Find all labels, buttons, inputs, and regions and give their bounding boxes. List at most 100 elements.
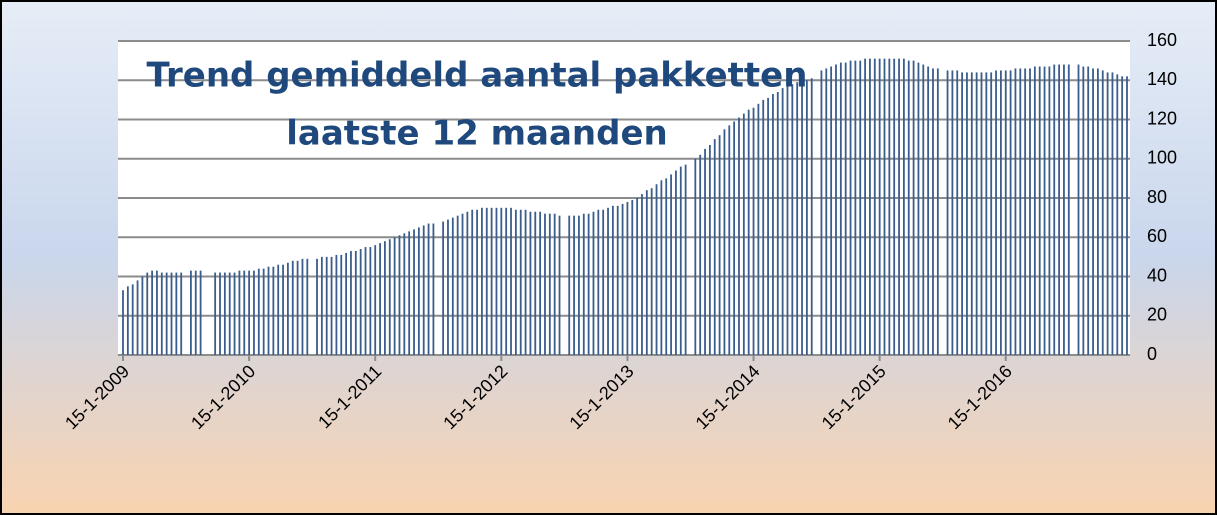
bar bbox=[985, 72, 988, 356]
bar bbox=[379, 243, 381, 355]
bar bbox=[529, 211, 532, 355]
bar bbox=[616, 205, 619, 355]
bar bbox=[568, 215, 571, 355]
bar bbox=[645, 190, 648, 355]
bar bbox=[699, 154, 702, 355]
bar bbox=[408, 231, 411, 355]
bar bbox=[364, 247, 367, 355]
bar bbox=[1033, 66, 1036, 355]
bar bbox=[936, 68, 939, 355]
bar bbox=[214, 272, 217, 355]
bar bbox=[287, 262, 289, 355]
bar bbox=[306, 258, 309, 355]
y-tick-label: 100 bbox=[1147, 148, 1177, 168]
bar bbox=[1024, 68, 1027, 355]
bar bbox=[641, 194, 643, 355]
bar bbox=[864, 58, 866, 355]
bar bbox=[728, 125, 731, 355]
bar bbox=[650, 188, 653, 355]
bar bbox=[961, 72, 963, 356]
bar bbox=[223, 272, 226, 355]
bar bbox=[190, 270, 192, 355]
bar bbox=[1126, 76, 1128, 355]
bar bbox=[607, 207, 609, 355]
bar bbox=[1053, 64, 1056, 356]
bar bbox=[917, 62, 920, 356]
bar bbox=[830, 66, 833, 355]
bar bbox=[670, 174, 672, 355]
bar bbox=[660, 180, 663, 355]
bar bbox=[611, 205, 614, 355]
bar bbox=[466, 211, 469, 355]
bar bbox=[495, 207, 498, 355]
bar bbox=[456, 215, 459, 355]
bar bbox=[243, 270, 246, 355]
y-tick-label: 60 bbox=[1147, 226, 1167, 246]
bar bbox=[781, 88, 784, 355]
bar bbox=[573, 215, 575, 355]
bar bbox=[1029, 68, 1031, 355]
bar bbox=[922, 64, 925, 356]
bar bbox=[1077, 64, 1080, 356]
bar bbox=[772, 93, 774, 356]
bar bbox=[398, 235, 401, 355]
bar bbox=[694, 158, 697, 355]
y-tick-label: 0 bbox=[1147, 344, 1157, 364]
bar bbox=[786, 86, 789, 355]
bar bbox=[160, 272, 163, 355]
bar bbox=[592, 211, 595, 355]
bar bbox=[684, 164, 687, 355]
bar bbox=[1014, 68, 1017, 355]
bar bbox=[708, 145, 711, 355]
bar bbox=[587, 213, 590, 355]
y-tick-label: 120 bbox=[1147, 108, 1177, 128]
bar bbox=[510, 207, 512, 355]
bar bbox=[675, 170, 677, 355]
bar bbox=[995, 70, 997, 355]
bar bbox=[156, 270, 158, 355]
bar bbox=[1009, 70, 1012, 355]
bar bbox=[946, 70, 949, 355]
bar bbox=[1116, 74, 1119, 356]
bar bbox=[345, 252, 348, 355]
bar bbox=[422, 225, 425, 355]
bar bbox=[1092, 68, 1094, 355]
bar bbox=[558, 215, 561, 355]
y-tick-label: 160 bbox=[1147, 30, 1177, 50]
bar bbox=[451, 217, 454, 355]
bar bbox=[718, 135, 721, 355]
bar bbox=[820, 70, 823, 355]
bar bbox=[742, 113, 745, 355]
bar bbox=[582, 213, 585, 355]
bar bbox=[907, 60, 910, 355]
bar bbox=[248, 270, 251, 355]
bar bbox=[626, 201, 629, 355]
bar bbox=[1096, 68, 1099, 355]
bar bbox=[500, 207, 503, 355]
y-tick-label: 140 bbox=[1147, 69, 1177, 89]
bar bbox=[621, 203, 624, 355]
bar bbox=[175, 272, 178, 355]
bar bbox=[253, 270, 255, 355]
bar bbox=[131, 284, 134, 355]
bar bbox=[1004, 70, 1007, 355]
bar bbox=[170, 272, 173, 355]
chart-title: laatste 12 maanden bbox=[286, 114, 667, 154]
bar bbox=[951, 70, 954, 355]
bar bbox=[539, 211, 542, 355]
bar bbox=[534, 211, 537, 355]
bar bbox=[122, 290, 124, 355]
bar bbox=[839, 62, 842, 356]
bar bbox=[442, 221, 445, 355]
bar bbox=[883, 58, 886, 355]
bar bbox=[835, 64, 837, 356]
bar bbox=[228, 272, 231, 355]
bar bbox=[1067, 64, 1070, 356]
bar bbox=[374, 245, 377, 355]
bar bbox=[461, 213, 464, 355]
bar bbox=[713, 139, 716, 355]
bar bbox=[146, 272, 149, 355]
bar bbox=[888, 58, 891, 355]
bar bbox=[359, 249, 362, 355]
bar bbox=[636, 198, 639, 355]
